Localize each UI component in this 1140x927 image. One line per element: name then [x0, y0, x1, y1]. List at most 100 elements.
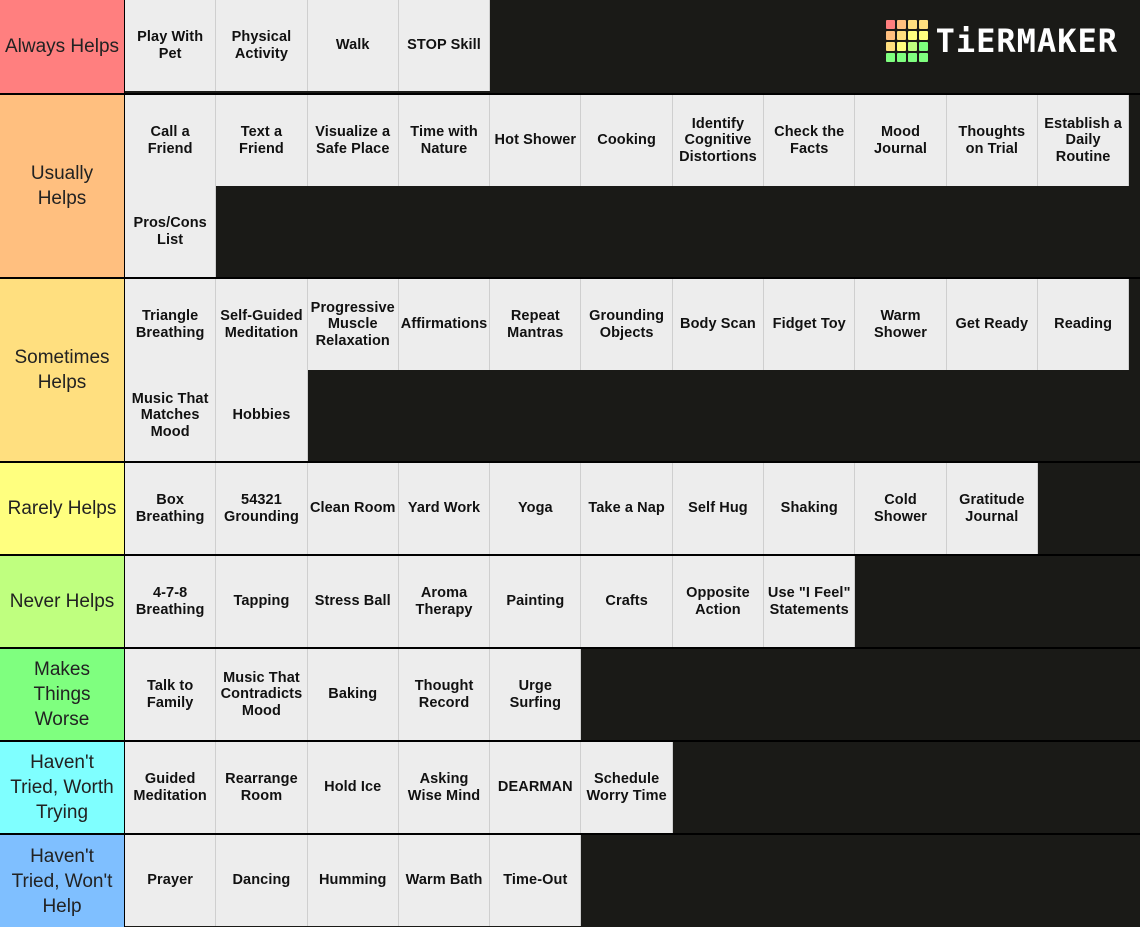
tier-item-card[interactable]: Rearrange Room: [216, 742, 308, 833]
tier-item-card[interactable]: Warm Bath: [398, 835, 491, 926]
tier-item-card[interactable]: Reading: [1037, 279, 1130, 370]
tier-item-card[interactable]: Schedule Worry Time: [581, 742, 673, 833]
tier-item-card[interactable]: Prayer: [125, 835, 217, 926]
tier-item-card[interactable]: Warm Shower: [855, 279, 947, 370]
tier-items: Prayer Dancing Humming Warm Bath Time-Out: [125, 835, 1140, 927]
logo-square: [885, 53, 895, 62]
tier-label[interactable]: Sometimes Helps: [0, 279, 125, 461]
tier-row: Never Helps 4-7-8 Breathing Tapping Stress …: [0, 554, 1140, 647]
tier-item-card[interactable]: STOP Skill: [398, 0, 491, 91]
tier-item-card[interactable]: Text a Friend: [216, 95, 308, 186]
logo-square: [896, 31, 906, 40]
tier-item-card[interactable]: Hot Shower: [490, 95, 582, 186]
logo-square: [896, 42, 906, 51]
tier-item-card[interactable]: Hobbies: [216, 370, 308, 461]
tier-item-card[interactable]: Stress Ball: [307, 556, 399, 647]
tier-item-card[interactable]: Talk to Family: [125, 649, 217, 740]
tier-item-card[interactable]: 54321 Grounding: [216, 463, 308, 554]
tier-item-card[interactable]: Walk: [307, 0, 399, 91]
tier-items: Call a Friend Text a Friend Visualize a Sa…: [125, 95, 1140, 277]
logo-grid-icon: [885, 20, 928, 62]
tier-row: Always Helps Play With Pet Physical Activi…: [0, 0, 1140, 93]
tier-item-card[interactable]: Affirmations: [398, 279, 491, 370]
tier-item-card[interactable]: Tapping: [216, 556, 308, 647]
tier-item-card[interactable]: Thought Record: [398, 649, 491, 740]
logo-square: [907, 53, 917, 62]
tier-item-card[interactable]: Take a Nap: [581, 463, 673, 554]
tier-item-card[interactable]: Fidget Toy: [764, 279, 856, 370]
tier-item-card[interactable]: Aroma Therapy: [398, 556, 491, 647]
tier-item-card[interactable]: Dancing: [216, 835, 308, 926]
tier-item-card[interactable]: Pros/Cons List: [125, 186, 217, 277]
logo-text: TiERMAKER: [935, 22, 1118, 60]
tier-item-card[interactable]: Cooking: [581, 95, 673, 186]
tier-row: Usually Helps Call a Friend Text a Friend V…: [0, 93, 1140, 277]
logo-square: [896, 20, 906, 29]
tier-item-card[interactable]: 4-7-8 Breathing: [125, 556, 217, 647]
tier-item-card[interactable]: Time with Nature: [398, 95, 491, 186]
tier-item-card[interactable]: Time-Out: [490, 835, 582, 926]
tier-item-card[interactable]: Asking Wise Mind: [398, 742, 491, 833]
tier-item-card[interactable]: Hold Ice: [307, 742, 399, 833]
tier-item-card[interactable]: Music That Matches Mood: [125, 370, 217, 461]
logo-square: [907, 42, 917, 51]
logo-square: [918, 31, 928, 40]
tier-item-card[interactable]: Self-Guided Meditation: [216, 279, 308, 370]
tier-item-card[interactable]: Progressive Muscle Relaxation: [307, 279, 399, 370]
tier-items: Guided Meditation Rearrange Room Hold Ice A…: [125, 742, 1140, 833]
tier-item-card[interactable]: Physical Activity: [216, 0, 308, 91]
tier-item-card[interactable]: Crafts: [581, 556, 673, 647]
tier-item-card[interactable]: Urge Surfing: [490, 649, 582, 740]
tier-item-card[interactable]: Opposite Action: [672, 556, 765, 647]
tier-item-card[interactable]: Thoughts on Trial: [946, 95, 1038, 186]
tier-item-card[interactable]: Music That Contradicts Mood: [216, 649, 308, 740]
tier-item-card[interactable]: Establish a Daily Routine: [1037, 95, 1130, 186]
tier-item-card[interactable]: Identify Cognitive Distortions: [672, 95, 765, 186]
tier-label[interactable]: Usually Helps: [0, 95, 125, 277]
tier-item-card[interactable]: Play With Pet: [125, 0, 217, 91]
logo-square: [907, 20, 917, 29]
tier-items: Play With Pet Physical Activity Walk STOP S…: [125, 0, 1140, 93]
tier-item-card[interactable]: Call a Friend: [125, 95, 217, 186]
tier-item-card[interactable]: Yard Work: [398, 463, 491, 554]
tier-item-card[interactable]: Shaking: [764, 463, 856, 554]
tier-item-card[interactable]: Painting: [490, 556, 582, 647]
tier-label[interactable]: Always Helps: [0, 0, 125, 93]
logo-square: [885, 31, 895, 40]
logo-square: [918, 42, 928, 51]
tier-row: Haven't Tried, Worth Trying Guided Medita…: [0, 740, 1140, 833]
tier-item-card[interactable]: Gratitude Journal: [946, 463, 1038, 554]
tier-item-card[interactable]: DEARMAN: [490, 742, 582, 833]
tier-item-card[interactable]: Repeat Mantras: [490, 279, 582, 370]
tier-label[interactable]: Never Helps: [0, 556, 125, 647]
logo-square: [918, 53, 928, 62]
tier-item-card[interactable]: Get Ready: [946, 279, 1038, 370]
tier-item-card[interactable]: Yoga: [490, 463, 582, 554]
tier-label[interactable]: Haven't Tried, Won't Help: [0, 835, 125, 927]
logo-square: [896, 53, 906, 62]
tier-item-card[interactable]: Mood Journal: [855, 95, 947, 186]
tier-item-card[interactable]: Visualize a Safe Place: [307, 95, 399, 186]
tier-row: Rarely Helps Box Breathing 54321 Grounding…: [0, 461, 1140, 554]
logo-square: [918, 20, 928, 29]
tier-label[interactable]: Haven't Tried, Worth Trying: [0, 742, 125, 833]
tier-item-card[interactable]: Humming: [307, 835, 399, 926]
tier-item-card[interactable]: Grounding Objects: [581, 279, 673, 370]
tier-item-card[interactable]: Guided Meditation: [125, 742, 217, 833]
tier-item-card[interactable]: Box Breathing: [125, 463, 217, 554]
tier-item-card[interactable]: Cold Shower: [855, 463, 947, 554]
tier-items: Box Breathing 54321 Grounding Clean Room Ya…: [125, 463, 1140, 554]
tier-item-card[interactable]: Self Hug: [672, 463, 765, 554]
tier-item-card[interactable]: Body Scan: [672, 279, 765, 370]
tiermaker-logo[interactable]: TiERMAKER: [885, 20, 1118, 62]
logo-square: [885, 42, 895, 51]
logo-square: [885, 20, 895, 29]
tier-item-card[interactable]: Clean Room: [307, 463, 399, 554]
tier-item-card[interactable]: Use "I Feel" Statements: [764, 556, 856, 647]
tier-label[interactable]: Rarely Helps: [0, 463, 125, 554]
tier-item-card[interactable]: Check the Facts: [764, 95, 856, 186]
tier-label[interactable]: Makes Things Worse: [0, 649, 125, 740]
tier-item-card[interactable]: Baking: [307, 649, 399, 740]
tier-item-card[interactable]: Triangle Breathing: [125, 279, 217, 370]
